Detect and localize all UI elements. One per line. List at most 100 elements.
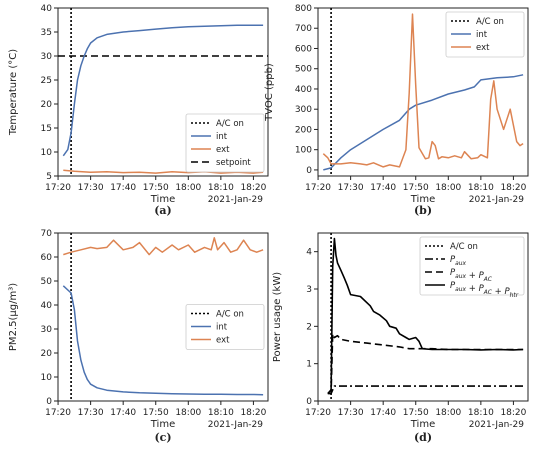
chart-panel: 17:20 17:30 17:40 17:50 18:00 18:10 18:20 5 10 15… (8, 4, 269, 217)
y-tick-label: 800 (295, 4, 312, 14)
y-tick-label: 30 (41, 52, 53, 62)
x-axis-title: Time (410, 194, 435, 205)
legend-label: int (216, 323, 228, 333)
plot-area (322, 8, 524, 176)
legend-label: Paux + PAC + Phtr (450, 281, 519, 299)
y-tick-label: 15 (41, 124, 52, 134)
y-tick-label: 1 (306, 360, 312, 370)
series-line-p-aux (327, 385, 524, 395)
x-tick-label: 17:20 (305, 408, 331, 418)
x-tick-label: 17:20 (45, 183, 71, 193)
series-line-p-aux-p-ac-p-htr (327, 237, 524, 395)
x-tick-label: 18:10 (208, 183, 234, 193)
x-tick-label: 18:10 (468, 183, 494, 193)
plot-area (62, 233, 264, 401)
legend-label: int (476, 30, 488, 40)
x-tick-label: 17:50 (403, 408, 429, 418)
x-tick-label: 17:50 (143, 183, 169, 193)
y-axis-title: Temperature (°C) (8, 49, 19, 136)
chart-panel: 17:20 17:30 17:40 17:50 18:00 18:10 18:20 0 1 2 3 4… (272, 232, 529, 444)
x-tick-label: 17:40 (370, 183, 396, 193)
x-tick-label: 18:10 (208, 408, 234, 418)
chart-panel: 17:20 17:30 17:40 17:50 18:00 18:10 18:20 0 100 2… (264, 4, 529, 217)
legend: A/C on int ext setpoint (185, 113, 265, 173)
panel-caption: (d) (414, 431, 432, 444)
date-label: 2021-Jan-29 (469, 420, 525, 430)
legend-box (185, 304, 265, 350)
y-tick-label: 600 (295, 44, 312, 54)
series-line-int (62, 24, 264, 157)
y-tick-label: 5 (46, 172, 52, 182)
plot-frame (57, 7, 269, 177)
x-tick-label: 17:30 (78, 408, 104, 418)
legend-label: A/C on (476, 17, 504, 27)
y-tick-label: 60 (41, 253, 53, 263)
legend-label: Paux + PAC (450, 268, 493, 283)
chart-panel: 17:20 17:30 17:40 17:50 18:00 18:10 18:20 0 10 20… (8, 229, 269, 444)
y-axis-title: PM2.5(μg/m³) (8, 283, 19, 351)
y-tick-label: 50 (41, 277, 53, 287)
date-label: 2021-Jan-29 (208, 195, 264, 205)
x-tick-label: 18:20 (240, 408, 266, 418)
x-tick-label: 17:50 (143, 408, 169, 418)
x-tick-label: 18:20 (240, 183, 266, 193)
y-tick-label: 40 (41, 301, 53, 311)
x-tick-label: 18:00 (435, 408, 461, 418)
x-axis-title: Time (150, 419, 175, 430)
legend-label: A/C on (216, 119, 244, 129)
legend-box (185, 113, 265, 173)
y-tick-label: 30 (41, 325, 53, 335)
x-tick-label: 18:20 (500, 183, 526, 193)
legend-label: ext (476, 43, 490, 53)
plot-frame (317, 232, 529, 402)
series-line-int (323, 74, 524, 171)
legend-box (445, 11, 525, 58)
x-tick-label: 18:20 (500, 408, 526, 418)
legend-label: ext (216, 336, 230, 346)
y-tick-label: 35 (41, 28, 52, 38)
plot-area (327, 233, 524, 401)
panel-caption: (b) (414, 204, 432, 217)
y-tick-label: 400 (295, 85, 312, 95)
x-axis-title: Time (410, 419, 435, 430)
x-tick-label: 17:30 (338, 183, 364, 193)
date-label: 2021-Jan-29 (469, 195, 525, 205)
x-tick-label: 17:40 (370, 408, 396, 418)
x-tick-label: 18:00 (435, 183, 461, 193)
x-tick-label: 17:50 (403, 183, 429, 193)
series-line-ext (322, 13, 524, 168)
x-tick-label: 17:20 (45, 408, 71, 418)
series-line-int (62, 285, 264, 396)
legend: A/C on int ext (445, 11, 525, 58)
panel-caption: (c) (154, 431, 171, 444)
panel-caption: (a) (154, 204, 172, 217)
y-tick-label: 500 (295, 65, 312, 75)
date-label: 2021-Jan-29 (208, 420, 264, 430)
y-tick-label: 4 (306, 248, 312, 258)
series-line-p-aux-p-ac (327, 332, 524, 395)
x-tick-label: 18:00 (175, 408, 201, 418)
legend-label: int (216, 132, 228, 142)
y-tick-label: 0 (306, 397, 312, 407)
x-tick-label: 17:20 (305, 183, 331, 193)
series-line-ext (63, 237, 264, 256)
y-tick-label: 0 (46, 397, 52, 407)
legend-label: setpoint (216, 158, 251, 168)
y-tick-label: 0 (306, 166, 312, 176)
x-tick-label: 18:00 (175, 183, 201, 193)
plot-frame (57, 232, 269, 402)
y-tick-label: 200 (295, 125, 312, 135)
y-tick-label: 70 (41, 229, 53, 239)
y-tick-label: 700 (295, 24, 312, 34)
legend-label: ext (216, 145, 230, 155)
y-tick-label: 3 (306, 285, 312, 295)
y-tick-label: 20 (41, 100, 53, 110)
y-tick-label: 25 (41, 76, 52, 86)
x-tick-label: 17:40 (110, 183, 136, 193)
y-tick-label: 300 (295, 105, 312, 115)
x-tick-label: 17:30 (78, 183, 104, 193)
y-axis-title: Power usage (kW) (272, 272, 283, 362)
legend: A/C on int ext (185, 304, 265, 350)
